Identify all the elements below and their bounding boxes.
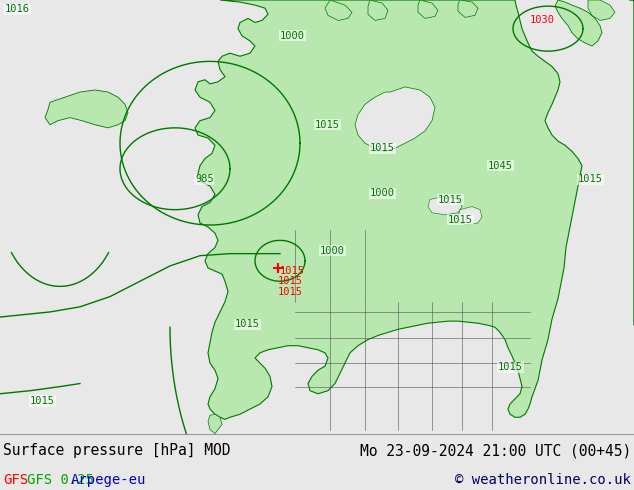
Polygon shape xyxy=(428,196,462,215)
Polygon shape xyxy=(418,0,438,19)
Text: 1015: 1015 xyxy=(448,215,473,225)
Text: 1015: 1015 xyxy=(278,287,303,296)
Text: © weatheronline.co.uk: © weatheronline.co.uk xyxy=(455,473,631,487)
Text: 1015: 1015 xyxy=(280,266,305,276)
Text: 1016: 1016 xyxy=(5,4,30,14)
Text: 1015: 1015 xyxy=(578,174,603,184)
Text: 1015: 1015 xyxy=(498,362,523,372)
Polygon shape xyxy=(458,0,478,17)
Text: Mo 23-09-2024 21:00 UTC (00+45): Mo 23-09-2024 21:00 UTC (00+45) xyxy=(359,443,631,458)
Polygon shape xyxy=(208,414,222,434)
Text: 1000: 1000 xyxy=(320,245,345,256)
Polygon shape xyxy=(588,0,615,21)
Polygon shape xyxy=(355,87,435,151)
Text: GFS: GFS xyxy=(3,473,29,487)
Text: 1015: 1015 xyxy=(315,120,340,130)
Text: 985: 985 xyxy=(195,174,214,184)
Text: 1045: 1045 xyxy=(488,161,513,171)
Polygon shape xyxy=(458,207,482,225)
Polygon shape xyxy=(368,0,388,21)
Polygon shape xyxy=(555,0,602,46)
Text: GFS 0.25: GFS 0.25 xyxy=(27,473,94,487)
Polygon shape xyxy=(45,90,128,128)
Text: 1000: 1000 xyxy=(280,31,305,41)
Polygon shape xyxy=(195,0,582,419)
Polygon shape xyxy=(325,0,352,21)
Text: Surface pressure [hPa] MOD: Surface pressure [hPa] MOD xyxy=(3,443,231,458)
Text: 1015: 1015 xyxy=(278,276,303,286)
Text: 1030: 1030 xyxy=(530,15,555,24)
Text: 1000: 1000 xyxy=(370,188,395,198)
Text: Arpege-eu: Arpege-eu xyxy=(70,473,146,487)
Text: 1015: 1015 xyxy=(438,195,463,204)
Text: 1015: 1015 xyxy=(370,144,395,153)
Text: 1015: 1015 xyxy=(235,319,260,329)
Text: 1015: 1015 xyxy=(30,396,55,406)
